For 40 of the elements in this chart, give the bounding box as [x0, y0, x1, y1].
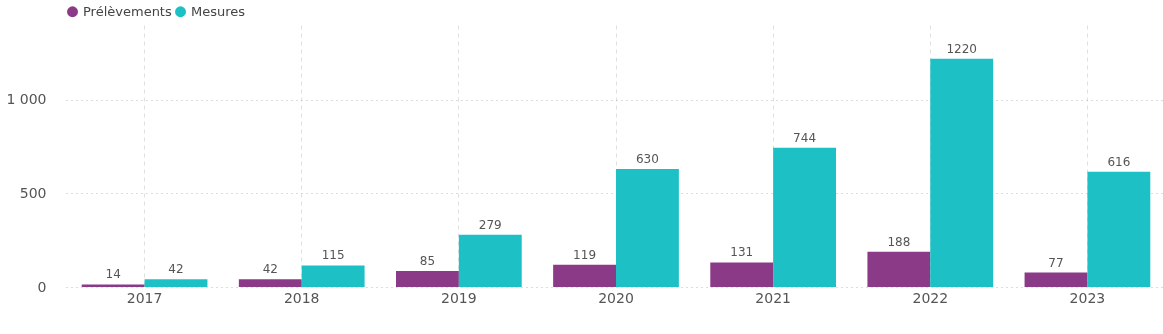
- bar: [396, 271, 459, 287]
- data-label: 744: [793, 130, 817, 145]
- bar: [238, 279, 302, 287]
- data-label: 279: [478, 217, 502, 232]
- x-tick-label: 2019: [441, 289, 477, 306]
- data-label: 85: [419, 254, 436, 269]
- y-tick-label: 1 000: [6, 91, 47, 108]
- x-tick-label: 2023: [1069, 289, 1106, 306]
- data-label: 42: [262, 262, 278, 277]
- bar: [1087, 171, 1151, 287]
- data-label: 616: [1107, 154, 1131, 169]
- data-label: 188: [887, 234, 911, 249]
- x-tick-label: 2022: [912, 289, 949, 306]
- bar: [1024, 272, 1088, 287]
- bar: [301, 265, 365, 287]
- data-label: 1220: [946, 41, 977, 56]
- y-tick-label: 0: [37, 278, 47, 295]
- bar: [930, 58, 994, 287]
- data-label: 77: [1048, 255, 1064, 270]
- bar: [773, 147, 836, 287]
- data-label: 630: [635, 152, 659, 167]
- data-label: 115: [321, 248, 345, 263]
- x-tick-label: 2021: [755, 289, 791, 306]
- x-tick-label: 2020: [598, 289, 634, 306]
- data-label: 119: [573, 247, 597, 262]
- data-label: 42: [168, 262, 184, 277]
- bar: [710, 262, 774, 287]
- bar: [458, 234, 522, 287]
- bar: [616, 169, 679, 287]
- data-label: 131: [730, 245, 754, 260]
- legend-label: Prélèvements: [83, 3, 172, 19]
- x-tick-label: 2018: [283, 289, 320, 306]
- bar: [81, 284, 145, 287]
- y-tick-label: 500: [19, 184, 47, 201]
- bar: [867, 251, 931, 287]
- x-tick-label: 2017: [126, 289, 163, 306]
- legend-label: Mesures: [191, 3, 246, 19]
- data-label: 14: [105, 267, 121, 282]
- bar: [144, 279, 208, 287]
- bar: [553, 264, 616, 287]
